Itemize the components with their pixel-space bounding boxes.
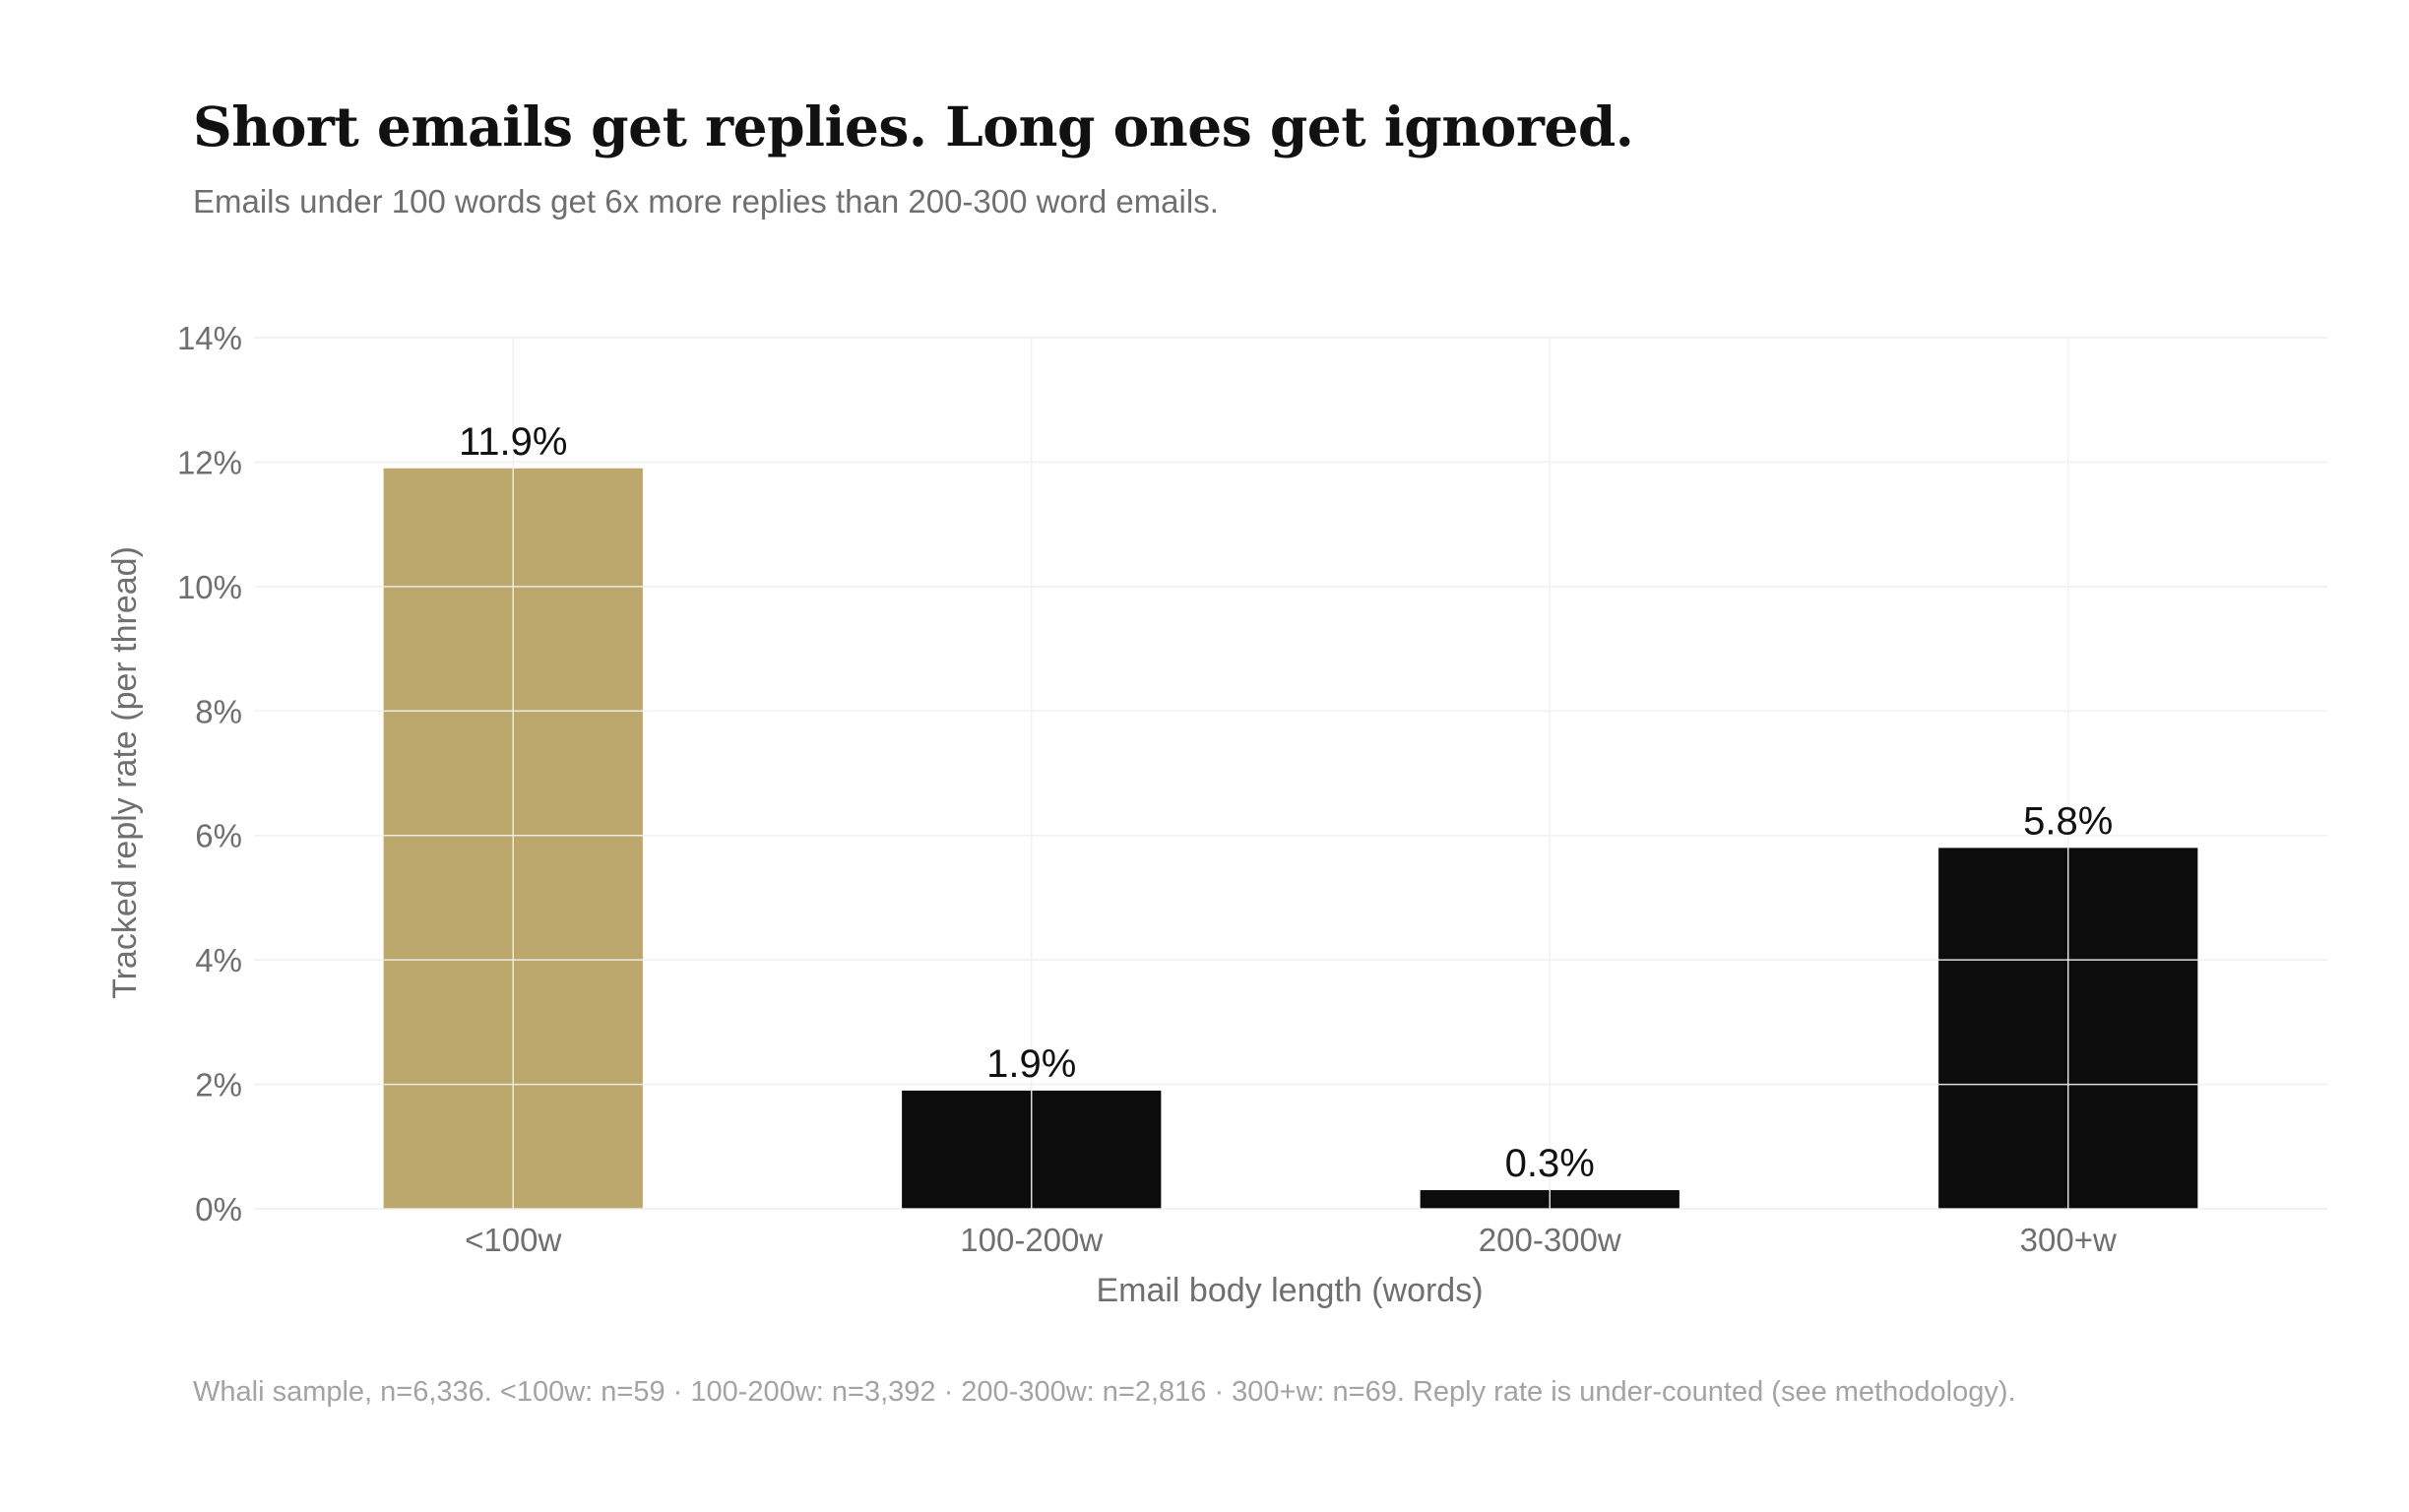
- label-layer: 0% 2% 4% 6% 8% 10% 12% 14% 11.9% <100w 1.9% 100-200…: [177, 320, 2117, 1258]
- y-axis-title: Tracked reply rate (per thread): [106, 546, 144, 999]
- bar-value-label: 0.3%: [1505, 1142, 1595, 1185]
- y-tick-label: 2%: [195, 1067, 242, 1103]
- x-tick-label: 200-300w: [1479, 1222, 1621, 1258]
- chart-title: Short emails get replies. Long ones get …: [193, 94, 1634, 158]
- y-tick-label: 10%: [177, 569, 242, 605]
- gridline-overlay-layer: [254, 337, 2327, 1210]
- y-tick-label: 6%: [195, 818, 242, 854]
- chart-caption: Whali sample, n=6,336. <100w: n=59 · 100…: [193, 1376, 2016, 1408]
- y-tick-label: 0%: [195, 1191, 242, 1228]
- bar-layer: [383, 468, 2198, 1209]
- bar-value-label: 11.9%: [459, 420, 567, 464]
- x-tick-label: <100w: [465, 1222, 561, 1258]
- x-tick-label: 100-200w: [960, 1222, 1103, 1258]
- y-tick-label: 4%: [195, 942, 242, 978]
- x-tick-label: 300+w: [2020, 1222, 2117, 1258]
- bar-value-label: 1.9%: [986, 1042, 1076, 1086]
- y-tick-label: 12%: [177, 444, 242, 480]
- y-tick-label: 14%: [177, 320, 242, 356]
- bar-value-label: 5.8%: [2023, 799, 2113, 843]
- y-tick-label: 8%: [195, 693, 242, 729]
- x-axis-title: Email body length (words): [1096, 1272, 1483, 1309]
- chart-subtitle: Emails under 100 words get 6x more repli…: [193, 183, 1219, 220]
